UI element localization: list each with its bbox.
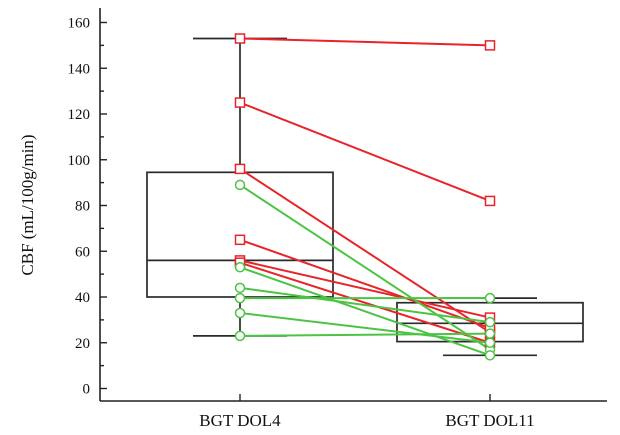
pair-line-red: [239, 238, 491, 329]
circle-marker: [234, 282, 246, 294]
y-tick-label: 140: [68, 61, 91, 77]
pair-line-green: [239, 184, 491, 351]
pair-line-green: [239, 312, 491, 344]
markers: [234, 33, 496, 361]
circle-marker: [484, 292, 496, 304]
circle-marker: [234, 292, 246, 304]
circle-marker: [484, 328, 496, 339]
circle-marker: [484, 316, 496, 328]
y-axis-title: CBF (mL/100g/min): [18, 134, 37, 275]
y-tick-label: 0: [83, 382, 91, 398]
pair-line-red: [239, 168, 491, 334]
y-axis: 0 20 40 60 80 100 120 140 160: [68, 8, 107, 401]
circle-marker: [234, 307, 246, 319]
pair-line-red: [239, 101, 491, 202]
pair-line-green: [239, 332, 491, 337]
pair-line-green: [239, 266, 491, 357]
y-tick-label: 100: [68, 153, 91, 169]
circle-marker: [484, 337, 496, 348]
circle-marker: [484, 350, 496, 361]
y-tick-label: 20: [75, 336, 90, 352]
square-marker: [484, 40, 496, 51]
pair-line-red: [239, 37, 491, 47]
y-tick-label: 160: [68, 16, 91, 32]
pair-line-red: [239, 259, 491, 319]
pair-line-green: [239, 286, 491, 324]
y-tick-label: 40: [75, 290, 90, 306]
square-marker: [234, 97, 246, 108]
x-tick-label: BGT DOL11: [445, 411, 534, 430]
circle-marker: [234, 330, 246, 342]
square-marker: [234, 234, 246, 246]
square-marker: [484, 195, 496, 207]
x-tick-label: BGT DOL4: [199, 411, 281, 430]
circle-marker: [234, 262, 246, 273]
y-tick-label: 120: [68, 107, 91, 123]
square-marker: [234, 33, 246, 44]
square-marker: [234, 163, 246, 175]
y-tick-label: 60: [75, 244, 90, 260]
pair-line-red: [239, 261, 491, 344]
paired-lines: [239, 37, 491, 357]
x-axis: BGT DOL4 BGT DOL11: [100, 394, 607, 430]
boxplots: [146, 37, 584, 357]
y-tick-label: 80: [75, 199, 90, 215]
circle-marker: [234, 179, 246, 191]
